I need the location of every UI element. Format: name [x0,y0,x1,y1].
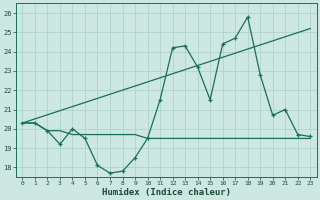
X-axis label: Humidex (Indice chaleur): Humidex (Indice chaleur) [102,188,231,197]
